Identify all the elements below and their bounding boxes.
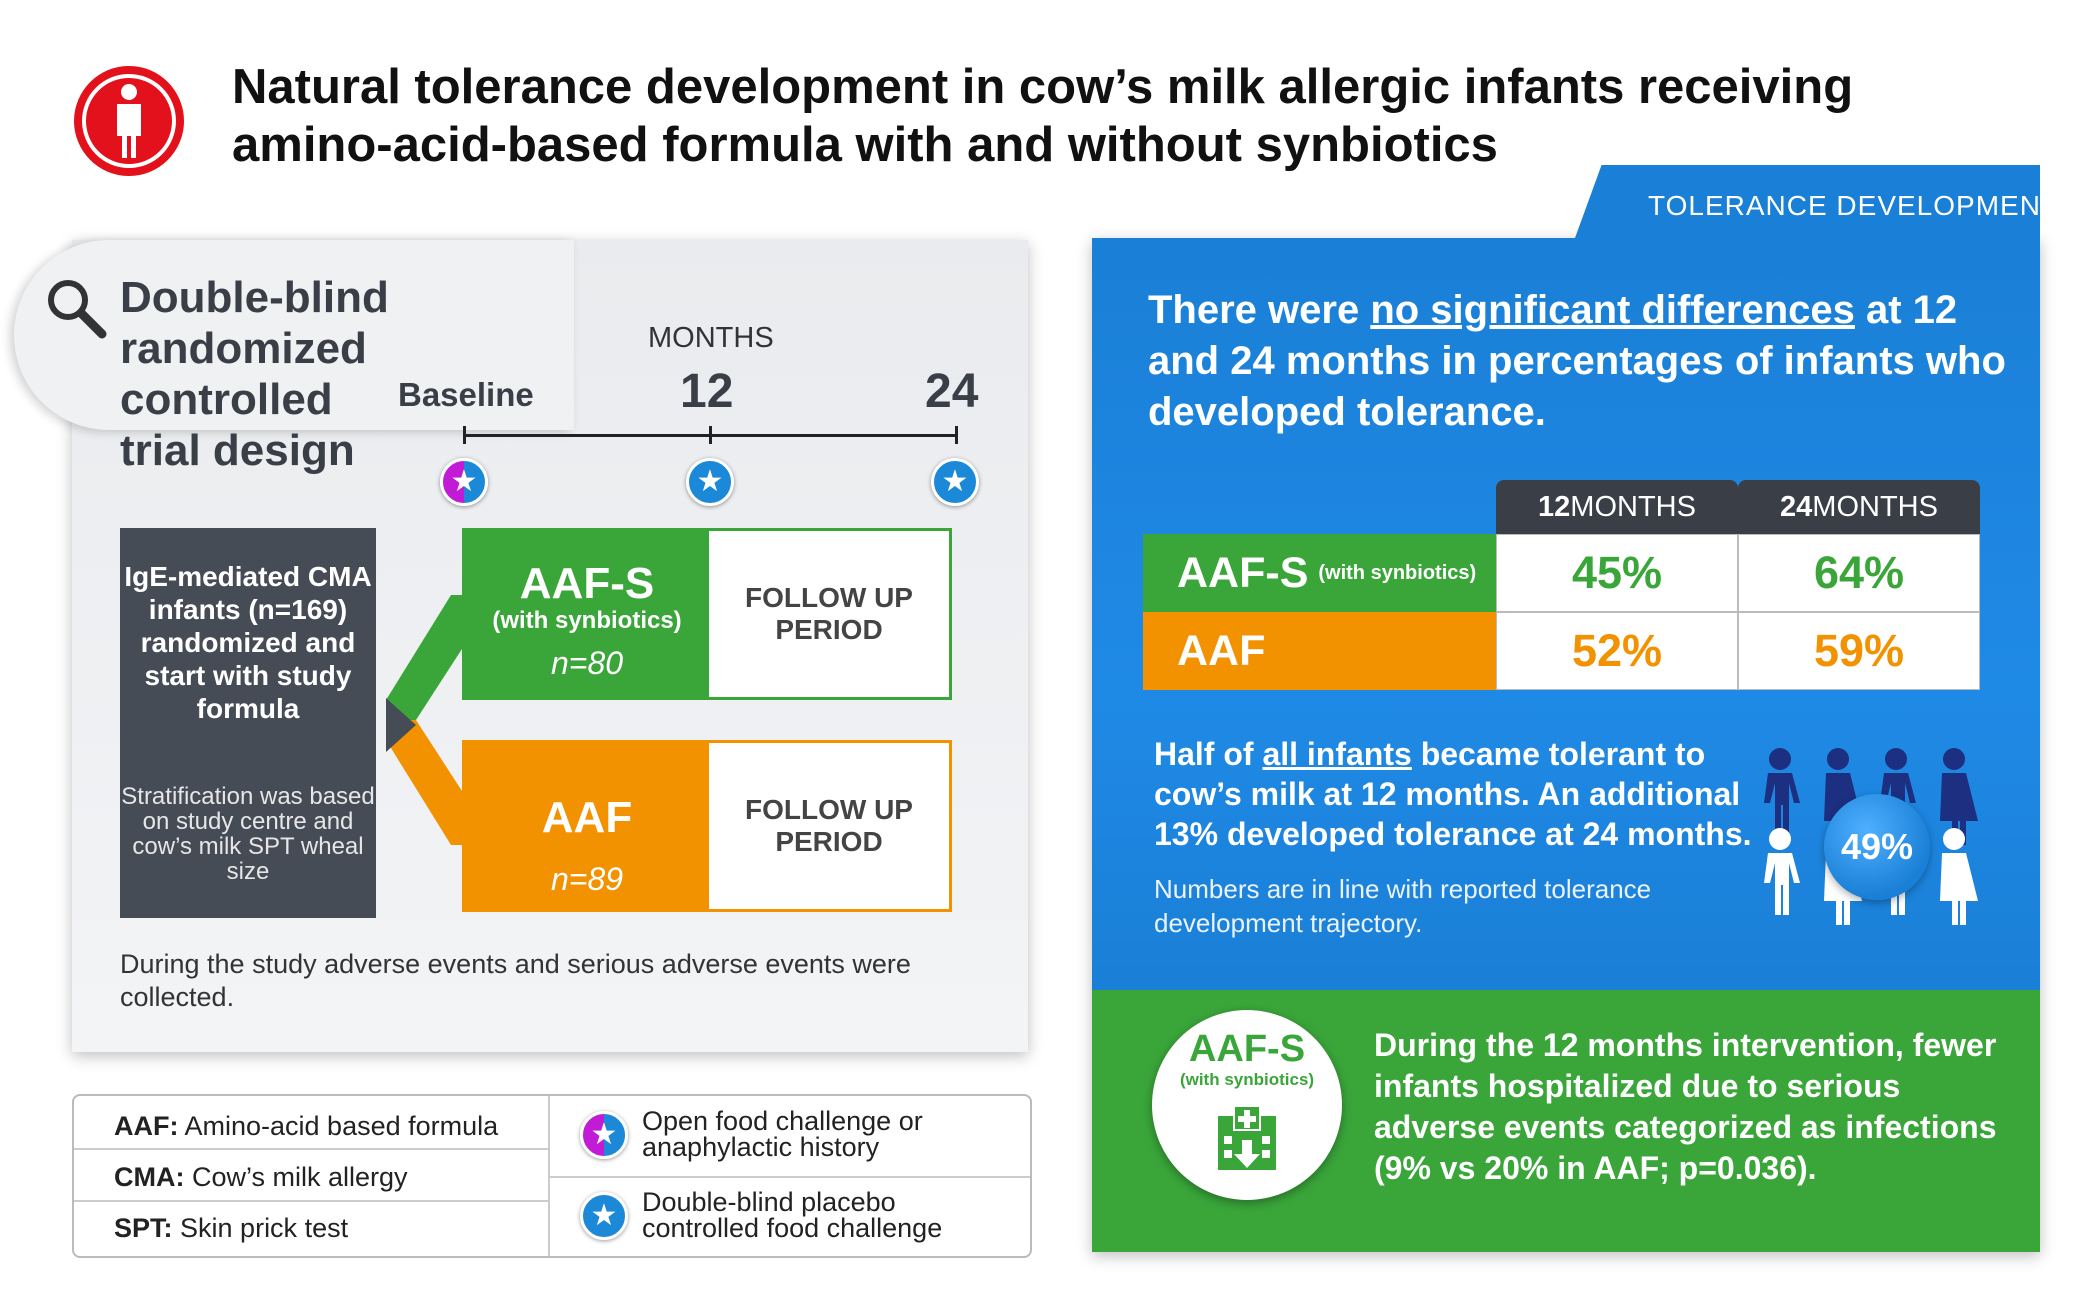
legend-aaf: AAF: Amino-acid based formula <box>114 1111 499 1141</box>
aaf-arm: AAF n=89 FOLLOW UP PERIOD <box>462 740 952 912</box>
circle-name: AAF-S <box>1188 1028 1306 1070</box>
stratification-text: Stratification was based on study centre… <box>121 783 375 885</box>
dbpc-star-icon: ★ <box>931 458 979 506</box>
timeline-tick <box>955 426 958 444</box>
tolerance-percent-badge: 49% <box>1824 794 1930 900</box>
month-12-label: 12 <box>680 365 734 418</box>
aaf-arm-head: AAF n=89 <box>465 743 709 909</box>
legend-divider <box>74 1148 548 1150</box>
aaf-s-arm-sub: (with synbiotics) <box>492 607 682 634</box>
legend-open-challenge: Open food challenge or anaphylactic hist… <box>642 1106 923 1162</box>
aaf-arm-n: n=89 <box>550 861 624 897</box>
col-12-months: 12 MONTHS <box>1496 480 1738 534</box>
aaf-arm-name: AAF <box>541 793 633 842</box>
design-title: Double-blind randomized controlled trial… <box>120 273 389 475</box>
aaf-s-follow-up: FOLLOW UP PERIOD <box>745 582 913 645</box>
row-aaf-s-label: AAF-S (with synbiotics) <box>1143 534 1496 612</box>
legend: AAF: Amino-acid based formula CMA: Cow’s… <box>72 1094 1032 1258</box>
design-title-bubble <box>14 240 574 430</box>
dbpc-star-icon: ★ <box>686 458 734 506</box>
legend-divider <box>74 1200 548 1202</box>
open-challenge-star-icon: ★ <box>580 1111 628 1159</box>
dbpc-star-icon: ★ <box>580 1192 628 1240</box>
legend-dbpc: Double-blind placebo controlled food cha… <box>642 1187 943 1243</box>
aaf-12-value: 52% <box>1496 612 1738 690</box>
aaf-s-arm: AAF-S (with synbiotics) n=80 FOLLOW UP P… <box>462 528 952 700</box>
circle-sub: (with synbiotics) <box>1179 1070 1315 1089</box>
months-label: MONTHS <box>648 322 774 354</box>
tolerance-tab <box>1615 165 2040 245</box>
legend-divider <box>548 1176 1030 1178</box>
open-challenge-star-icon: ★ <box>440 458 488 506</box>
aaf-24-value: 59% <box>1738 612 1980 690</box>
person-logo-icon <box>74 66 184 176</box>
month-24-label: 24 <box>925 365 979 418</box>
aaf-s-arm-n: n=80 <box>550 645 624 681</box>
trajectory-note: Numbers are in line with reported tolera… <box>1154 874 1652 938</box>
aaf-s-hospital-badge: AAF-S (with synbiotics) <box>1152 1010 1342 1200</box>
population-box: IgE-mediated CMA infants (n=169) randomi… <box>120 528 376 918</box>
aaf-follow-up: FOLLOW UP PERIOD <box>745 794 913 857</box>
aaf-s-arm-head: AAF-S (with synbiotics) n=80 <box>465 531 709 697</box>
aaf-s-24-value: 64% <box>1738 534 1980 612</box>
magnifier-icon <box>48 280 107 339</box>
hospitalization-text: During the 12 months intervention, fewer… <box>1374 1027 1997 1186</box>
baseline-label: Baseline <box>398 376 534 413</box>
population-text: IgE-mediated CMA infants (n=169) randomi… <box>124 561 372 724</box>
col-24-months: 24 MONTHS <box>1738 480 1980 534</box>
randomization-arrows <box>386 595 471 845</box>
adverse-events-note: During the study adverse events and seri… <box>120 949 911 1012</box>
aaf-s-12-value: 45% <box>1496 534 1738 612</box>
legend-cma: CMA: Cow’s milk allergy <box>114 1162 408 1192</box>
hospital-icon <box>1218 1105 1276 1170</box>
timeline-tick <box>709 426 712 444</box>
page-title: Natural tolerance development in cow’s m… <box>232 60 1854 172</box>
tolerance-tab-label: TOLERANCE DEVELOPMENT <box>1648 190 2060 221</box>
row-aaf-label: AAF <box>1143 612 1496 690</box>
legend-spt: SPT: Skin prick test <box>114 1213 349 1243</box>
timeline-tick <box>463 426 466 444</box>
tolerance-headline: There were no significant differences at… <box>1148 288 2006 434</box>
aaf-s-arm-name: AAF-S <box>519 559 655 608</box>
half-infants-text: Half of all infants became tolerant to c… <box>1154 736 1752 852</box>
